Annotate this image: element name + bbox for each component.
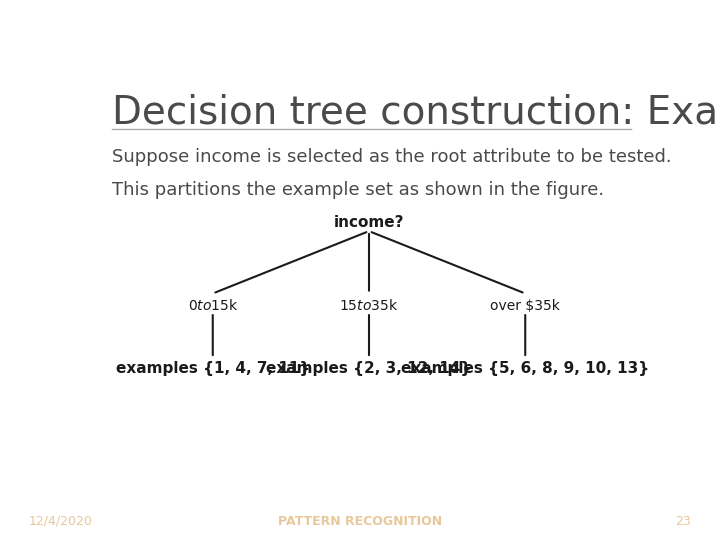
Text: 12/4/2020: 12/4/2020 [29,515,93,528]
Text: $15 to $35k: $15 to $35k [339,299,399,313]
Text: $0 to $15k: $0 to $15k [187,299,238,313]
Text: PATTERN RECOGNITION: PATTERN RECOGNITION [278,515,442,528]
Text: income?: income? [334,215,404,230]
Text: over $35k: over $35k [490,299,560,313]
Text: This partitions the example set as shown in the figure.: This partitions the example set as shown… [112,181,605,199]
Text: 23: 23 [675,515,691,528]
Text: Decision tree construction: Example: Decision tree construction: Example [112,94,720,132]
Text: examples {1, 4, 7, 11}: examples {1, 4, 7, 11} [116,361,310,376]
Text: Suppose income is selected as the root attribute to be tested.: Suppose income is selected as the root a… [112,148,672,166]
Text: examples {5, 6, 8, 9, 10, 13}: examples {5, 6, 8, 9, 10, 13} [401,361,649,376]
Text: examples {2, 3, 12, 14}: examples {2, 3, 12, 14} [266,361,472,376]
